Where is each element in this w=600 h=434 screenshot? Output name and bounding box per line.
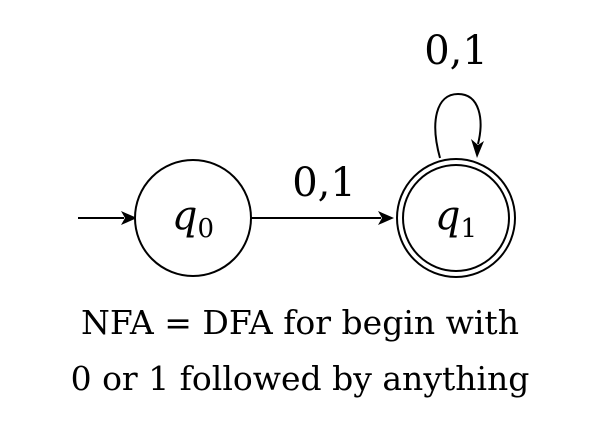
accepting-ring	[402, 164, 510, 272]
state-q0-symbol: q	[172, 193, 198, 239]
state-q1: q1	[396, 158, 516, 278]
svg-text:q0: q0	[172, 193, 214, 244]
caption-line-1: NFA = DFA for begin with	[81, 303, 519, 342]
state-q0-subscript: 0	[198, 214, 215, 244]
state-q1-subscript: 1	[461, 214, 478, 244]
transition-q0-q1-label: 0,1	[292, 160, 356, 206]
state-q0: q0	[134, 159, 252, 277]
start-arrow	[78, 211, 137, 225]
transition-q1-q1-label: 0,1	[424, 28, 488, 74]
state-q1-symbol: q	[435, 193, 461, 239]
transition-q1-self-loop: 0,1	[424, 28, 488, 159]
svg-text:q1: q1	[435, 193, 477, 244]
transition-q0-to-q1: 0,1	[251, 160, 394, 225]
caption-line-2: 0 or 1 followed by anything	[70, 359, 530, 398]
